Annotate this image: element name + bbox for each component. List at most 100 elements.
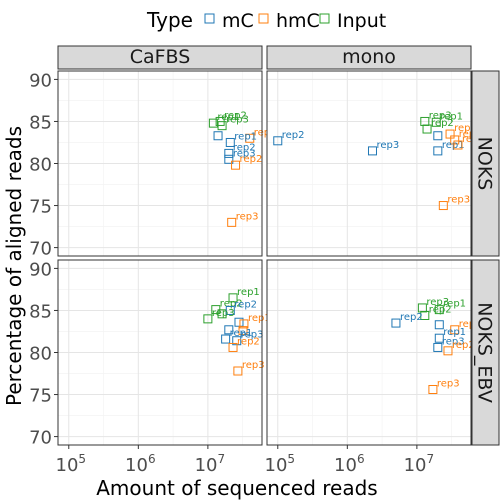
legend-key-hmc <box>258 13 269 24</box>
data-point <box>224 154 234 164</box>
data-point <box>225 305 235 315</box>
y-tick-label: 75 <box>29 197 52 218</box>
point-label: rep3 <box>236 211 259 222</box>
legend-key-mc <box>204 13 215 24</box>
facet-strip-label: NOKS <box>474 137 496 191</box>
data-point <box>224 325 234 335</box>
data-point <box>453 140 463 150</box>
point-label: rep3 <box>429 110 452 121</box>
point-label: rep1 <box>454 123 477 134</box>
point-label: rep3 <box>442 336 465 347</box>
x-tick-label: 105 <box>265 452 296 476</box>
point-label: rep1 <box>248 313 271 324</box>
data-point <box>233 366 243 376</box>
point-label: rep2 <box>224 110 247 121</box>
y-tick-label: 85 <box>29 301 52 322</box>
data-point <box>445 129 455 139</box>
point-label: rep2 <box>233 142 256 153</box>
point-label: rep2 <box>400 312 423 323</box>
point-label: rep2 <box>431 118 454 129</box>
data-point <box>391 318 401 328</box>
data-point <box>434 320 444 330</box>
data-point <box>227 217 237 227</box>
data-point <box>221 334 231 344</box>
x-axis-label: Amount of sequenced reads <box>96 476 377 500</box>
facet-strip-label: mono <box>342 46 396 68</box>
facet-strip-noks-ebv <box>471 259 500 446</box>
facet-strip-cafbs <box>57 45 263 70</box>
point-label: rep1 <box>459 319 482 330</box>
data-point <box>273 136 283 146</box>
point-label: rep2 <box>220 299 243 310</box>
point-label: rep1 <box>443 299 466 310</box>
point-label: rep2 <box>240 154 263 165</box>
data-point <box>433 131 443 141</box>
data-point <box>238 326 248 336</box>
data-point <box>203 314 213 324</box>
data-point <box>450 135 460 145</box>
data-point <box>208 118 218 128</box>
facet-panels: rep2rep1rep3rep1rep1rep2rep3rep2rep3rep3… <box>57 45 500 446</box>
data-point <box>224 148 234 158</box>
legend: Type mC hmC Input <box>146 8 386 32</box>
x-tick-label: 107 <box>195 452 226 476</box>
data-point <box>433 146 443 156</box>
y-tick-label: 80 <box>29 155 52 176</box>
point-label: rep2 <box>234 299 257 310</box>
point-label: rep1 <box>230 328 253 339</box>
point-label: rep3 <box>426 297 449 308</box>
panel-mono-noks: rep3rep1rep2rep1rep3rep2rep1rep2rep3rep3 <box>266 70 485 257</box>
point-label: rep1 <box>443 327 466 338</box>
y-tick-label: 70 <box>29 239 52 260</box>
legend-key-input <box>319 13 330 24</box>
y-tick-label: 75 <box>29 386 52 407</box>
data-point <box>225 137 235 147</box>
point-label: rep3 <box>226 115 249 126</box>
data-point <box>422 124 432 134</box>
data-point <box>438 201 448 211</box>
legend-label-mc: mC <box>222 10 254 32</box>
point-label: rep1 <box>234 131 257 142</box>
point-label: rep3 <box>212 308 235 319</box>
point-label: rep2 <box>282 130 305 141</box>
y-tick-label: 80 <box>29 344 52 365</box>
data-point <box>228 342 238 352</box>
point-label: rep2 <box>429 305 452 316</box>
data-point <box>443 346 453 356</box>
data-point <box>217 121 227 131</box>
point-label: rep1 <box>440 111 463 122</box>
legend-title: Type <box>146 8 193 32</box>
y-tick-label: 85 <box>29 112 52 133</box>
point-label: rep3 <box>459 129 482 140</box>
y-tick-label: 90 <box>29 70 52 91</box>
point-label: rep2 <box>237 336 260 347</box>
data-point <box>245 133 255 143</box>
point-label: rep3 <box>376 140 399 151</box>
facet-strip-label: NOKS_EBV <box>474 302 496 403</box>
panel-border <box>266 70 472 257</box>
data-point <box>434 333 444 343</box>
x-tick-label: 107 <box>404 452 435 476</box>
point-label: rep2 <box>452 340 475 351</box>
data-point <box>239 319 249 329</box>
data-point <box>367 146 377 156</box>
point-label: rep3 <box>437 379 460 390</box>
x-tick-label: 105 <box>56 452 87 476</box>
facet-strip-noks <box>471 70 500 257</box>
point-label: rep1 <box>254 127 277 138</box>
data-point <box>450 325 460 335</box>
facet-strip-mono <box>266 45 472 70</box>
legend-label-hmc: hmC <box>276 10 320 32</box>
y-tick-label: 70 <box>29 428 52 449</box>
point-label: rep1 <box>217 112 240 123</box>
y-tick-label: 90 <box>29 259 52 280</box>
point-label: rep3 <box>447 195 470 206</box>
y-axis-label: Percentage of aligned reads <box>2 126 26 406</box>
data-point <box>420 311 430 320</box>
point-label: rep3 <box>233 148 256 159</box>
point-label: rep3 <box>242 360 265 371</box>
